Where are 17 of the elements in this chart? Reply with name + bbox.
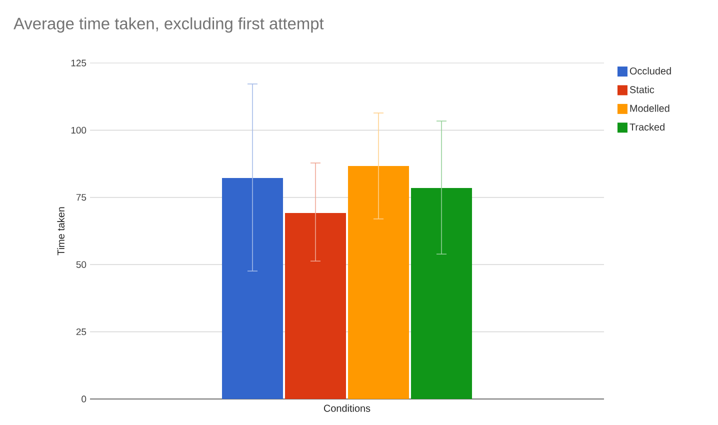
chart-title: Average time taken, excluding first attempt (14, 17, 324, 33)
y-tick-label: 25 (76, 328, 86, 336)
legend-label: Modelled (630, 104, 670, 112)
y-tick-label: 50 (76, 261, 86, 268)
bar (348, 166, 410, 399)
y-tick-label: 75 (76, 194, 86, 201)
bar (285, 212, 346, 399)
x-axis-title: Conditions (324, 404, 370, 412)
legend-label: Tracked (630, 123, 664, 131)
y-axis-title: Time taken (57, 207, 64, 256)
bar (411, 188, 472, 399)
legend-label: Occluded (630, 67, 671, 74)
legend-label: Static (630, 86, 654, 94)
y-tick-label: 100 (71, 126, 86, 134)
bar (222, 178, 284, 399)
y-tick-label: 0 (82, 396, 86, 402)
y-tick-label: 125 (71, 60, 86, 66)
